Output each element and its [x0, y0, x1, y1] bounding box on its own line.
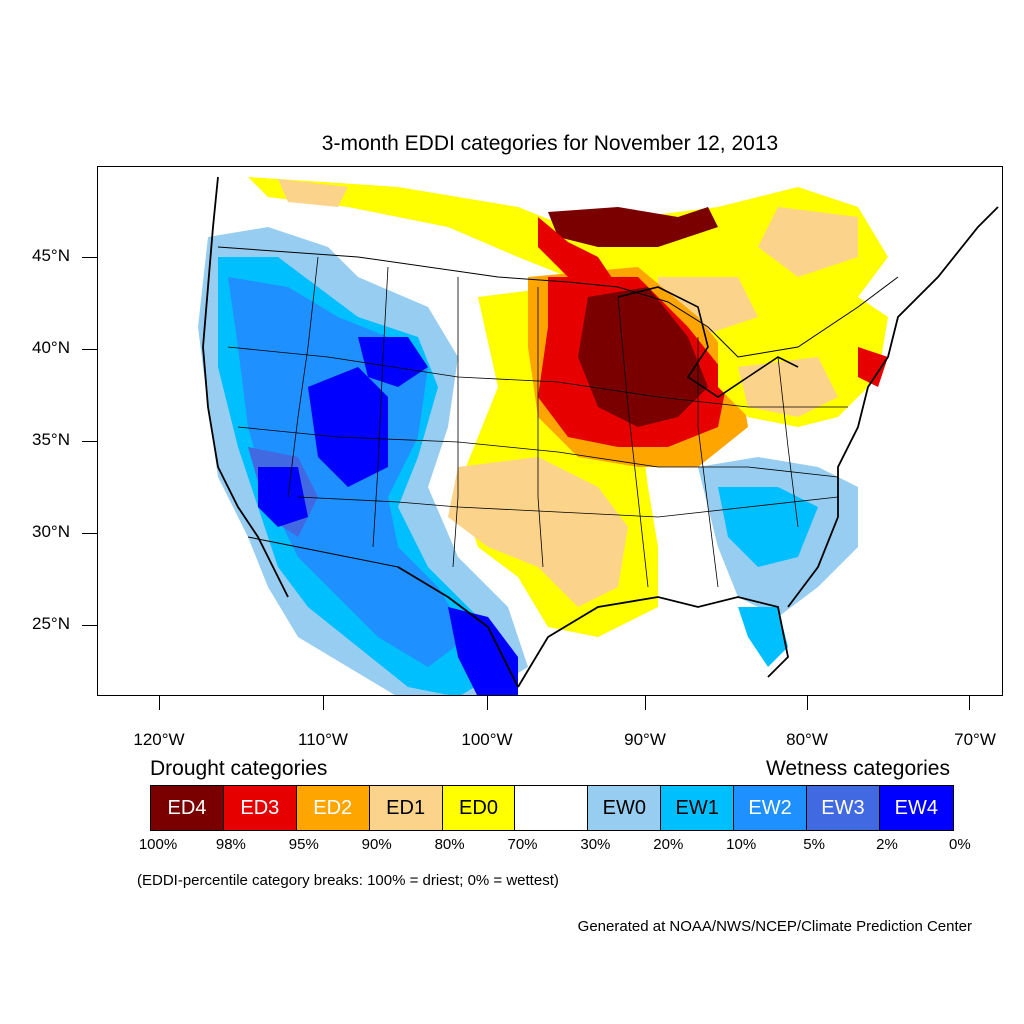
legend-swatch-ed1: ED1 [369, 786, 443, 830]
lat-tick [82, 533, 97, 534]
drought-heading: Drought categories [150, 757, 328, 780]
coastline-west [202, 176, 289, 598]
eddi-map [198, 176, 999, 695]
legend-swatch-ew1: EW1 [661, 786, 735, 830]
category-note: (EDDI-percentile category breaks: 100% =… [137, 872, 559, 889]
state-lines [227, 256, 848, 588]
lon-tick [323, 696, 324, 710]
legend-break-label: 0% [949, 836, 971, 853]
us-canada-border [217, 246, 899, 358]
region-northeast-ed3 [858, 347, 888, 387]
credit-text: Generated at NOAA/NWS/NCEP/Climate Predi… [577, 918, 972, 935]
legend-break-label: 90% [361, 836, 392, 853]
lat-label-25: 25°N [32, 614, 70, 633]
us-mexico-border [247, 536, 449, 598]
coastline-east [787, 206, 999, 608]
lat-label-45: 45°N [32, 246, 70, 265]
legend-break-label: 5% [803, 836, 825, 853]
wetness-heading: Wetness categories [765, 757, 950, 780]
lon-tick [969, 696, 970, 710]
lat-tick [82, 257, 97, 258]
region-west-ew4 [308, 367, 388, 487]
lon-label-110w: 110°W [298, 730, 348, 749]
legend-swatch-ed3: ED3 [223, 786, 297, 830]
legend-swatch-neutral [515, 786, 589, 830]
legend-break-label: 70% [507, 836, 538, 853]
legend-break-label: 10% [726, 836, 757, 853]
legend-swatch-ed0: ED0 [442, 786, 516, 830]
lon-tick [159, 696, 160, 710]
region-minn-ed4 [548, 207, 718, 247]
legend-break-label: 98% [215, 836, 246, 853]
lat-label-35: 35°N [32, 430, 70, 449]
legend-swatch-ew0: EW0 [588, 786, 662, 830]
legend-break-label: 95% [288, 836, 319, 853]
lon-label-70w: 70°W [954, 730, 996, 749]
lon-tick [807, 696, 808, 710]
lon-label-120w: 120°W [133, 730, 185, 749]
lon-label-90w: 90°W [624, 730, 666, 749]
category-legend: ED4 ED3 ED2 ED1 ED0 EW0 EW1 EW2 EW3 EW4 [150, 785, 954, 831]
legend-swatch-ew2: EW2 [734, 786, 808, 830]
region-canada-ed1 [278, 179, 348, 207]
great-lakes [617, 286, 799, 398]
legend-swatch-ew3: EW3 [807, 786, 880, 830]
map-frame [97, 166, 1003, 696]
legend-break-label: 2% [876, 836, 898, 853]
lat-label-30: 30°N [32, 522, 70, 541]
legend-swatch-ew4: EW4 [879, 786, 953, 830]
region-midwest-ed4 [578, 287, 708, 427]
region-west-ew4-b [358, 337, 428, 387]
lon-tick [645, 696, 646, 710]
lat-tick [82, 625, 97, 626]
region-east-ed1 [738, 357, 838, 417]
region-florida-ew1 [738, 607, 788, 667]
lat-tick [82, 349, 97, 350]
lat-tick [82, 441, 97, 442]
legend-break-label: 80% [434, 836, 465, 853]
legend-swatch-ed2: ED2 [296, 786, 370, 830]
lon-label-100w: 100°W [461, 730, 513, 749]
region-west-ew4-c [258, 467, 308, 527]
map-title: 3-month EDDI categories for November 12,… [321, 132, 779, 155]
region-minn-ed3 [538, 217, 618, 287]
legend-break-label: 30% [580, 836, 611, 853]
legend-break-label: 100% [138, 836, 178, 853]
region-texas-ew4 [448, 607, 518, 695]
region-southeast-ew1 [718, 487, 818, 567]
legend-break-label: 20% [653, 836, 684, 853]
lon-label-80w: 80°W [786, 730, 828, 749]
lon-tick [487, 696, 488, 710]
lat-label-40: 40°N [32, 338, 70, 357]
region-plains-ed1 [448, 457, 628, 607]
region-canada-ed1-b [758, 207, 858, 277]
legend-swatch-ed4: ED4 [151, 786, 224, 830]
